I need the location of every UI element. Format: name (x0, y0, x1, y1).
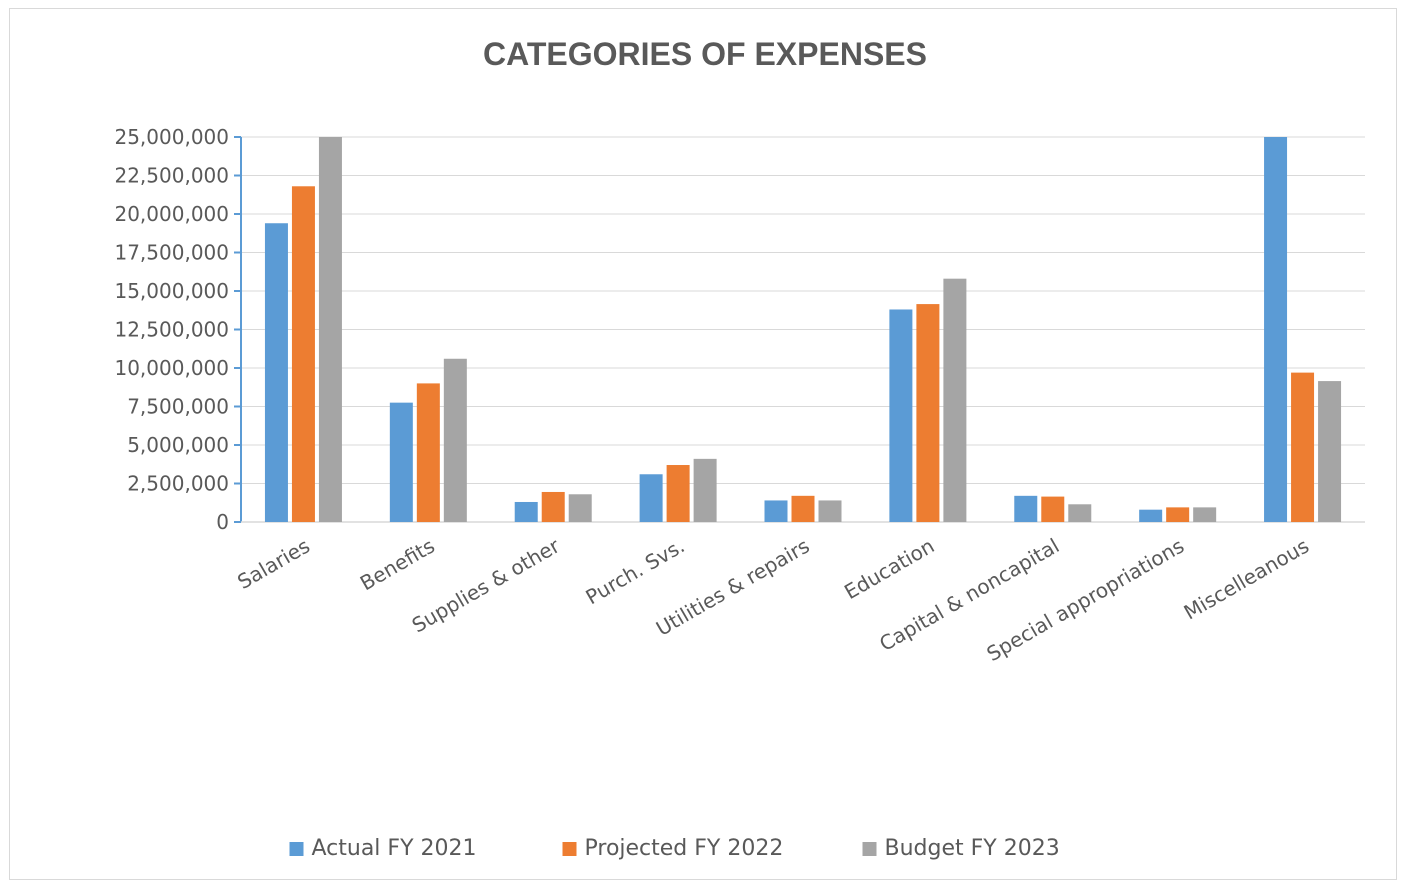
legend-item: Projected FY 2022 (562, 836, 784, 861)
legend-label: Actual FY 2021 (312, 836, 477, 861)
y-tick-label: 25,000,000 (114, 125, 229, 149)
y-tick-label: 7,500,000 (127, 395, 229, 419)
legend-item: Actual FY 2021 (289, 836, 477, 861)
bar (264, 223, 288, 523)
bar (568, 494, 592, 522)
bar (1318, 381, 1342, 522)
y-tick-label: 22,500,000 (114, 164, 229, 188)
y-tick-label: 0 (216, 510, 229, 534)
bars (264, 137, 1342, 523)
legend: Actual FY 2021 Projected FY 2022 Budget FY… (289, 836, 1060, 861)
bar (318, 137, 342, 522)
y-tick-label: 5,000,000 (127, 433, 229, 457)
chart: CATEGORIES OF EXPENSES 0 2,500,000 5,000,0… (114, 36, 1365, 861)
legend-label: Budget FY 2023 (885, 836, 1060, 861)
y-tick-label: 20,000,000 (114, 202, 229, 226)
bar (443, 358, 467, 522)
bar (416, 383, 440, 522)
bar (1139, 509, 1163, 522)
x-category-label: Special appropriations (983, 534, 1189, 667)
bar (916, 304, 940, 522)
y-tick-label: 15,000,000 (114, 279, 229, 303)
legend-label: Projected FY 2022 (585, 836, 784, 861)
bar (666, 465, 690, 522)
x-category-label: Salaries (233, 534, 314, 594)
legend-item: Budget FY 2023 (862, 836, 1060, 861)
y-tick-label: 17,500,000 (114, 241, 229, 265)
bar (791, 495, 815, 522)
bar (1264, 137, 1288, 522)
legend-swatch (289, 842, 304, 856)
bar (1166, 507, 1190, 522)
bar (541, 491, 565, 522)
bar (943, 278, 967, 522)
bar (291, 186, 315, 522)
x-category-label: Benefits (356, 534, 439, 596)
bar (889, 309, 913, 522)
y-tick-labels: 0 2,500,000 5,000,000 7,500,000 10,000,000 12… (114, 125, 229, 534)
chart-title: CATEGORIES OF EXPENSES (483, 36, 927, 72)
x-category-label: Education (840, 534, 938, 605)
bar (514, 501, 538, 522)
bar (639, 474, 663, 522)
y-tick-label: 10,000,000 (114, 356, 229, 380)
bar (1193, 507, 1217, 522)
bar (1014, 495, 1038, 522)
bar (1041, 496, 1065, 522)
bar (818, 500, 842, 522)
bar (389, 402, 413, 522)
bar (693, 458, 717, 522)
chart-frame: CATEGORIES OF EXPENSES 0 2,500,000 5,000,0… (9, 8, 1397, 880)
x-category-label: Purch. Svs. (581, 534, 688, 610)
y-tick-label: 2,500,000 (127, 472, 229, 496)
bar (1291, 372, 1315, 522)
legend-swatch (862, 842, 877, 856)
y-tick-label: 12,500,000 (114, 318, 229, 342)
bar (1068, 504, 1092, 522)
legend-swatch (562, 842, 577, 856)
x-category-label: Miscelleanous (1180, 534, 1313, 625)
bar (764, 500, 788, 522)
